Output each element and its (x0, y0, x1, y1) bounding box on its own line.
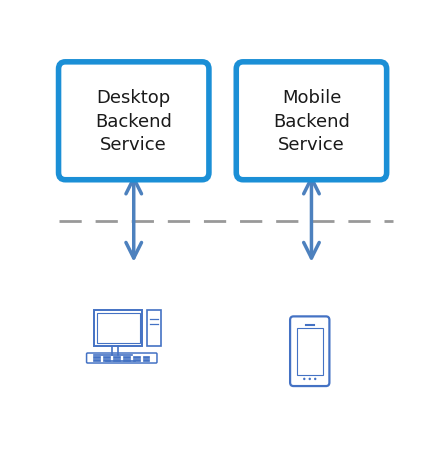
FancyBboxPatch shape (133, 359, 139, 361)
Circle shape (303, 378, 306, 380)
FancyBboxPatch shape (103, 359, 110, 361)
FancyBboxPatch shape (113, 359, 120, 361)
FancyBboxPatch shape (123, 359, 130, 361)
FancyBboxPatch shape (103, 357, 110, 358)
Circle shape (314, 378, 316, 380)
FancyBboxPatch shape (93, 357, 100, 358)
FancyBboxPatch shape (147, 311, 161, 346)
FancyBboxPatch shape (142, 357, 149, 358)
FancyBboxPatch shape (123, 357, 130, 358)
FancyBboxPatch shape (133, 357, 139, 358)
Text: Desktop
Backend
Service: Desktop Backend Service (95, 89, 172, 154)
FancyBboxPatch shape (236, 63, 387, 180)
FancyBboxPatch shape (59, 63, 209, 180)
FancyBboxPatch shape (97, 313, 139, 343)
FancyBboxPatch shape (290, 317, 329, 386)
Circle shape (309, 378, 311, 380)
FancyBboxPatch shape (113, 357, 120, 358)
FancyBboxPatch shape (94, 311, 142, 346)
FancyBboxPatch shape (86, 353, 157, 363)
FancyBboxPatch shape (105, 360, 135, 362)
Text: Mobile
Backend
Service: Mobile Backend Service (273, 89, 350, 154)
FancyBboxPatch shape (297, 328, 322, 375)
FancyBboxPatch shape (93, 359, 100, 361)
FancyBboxPatch shape (142, 359, 149, 361)
